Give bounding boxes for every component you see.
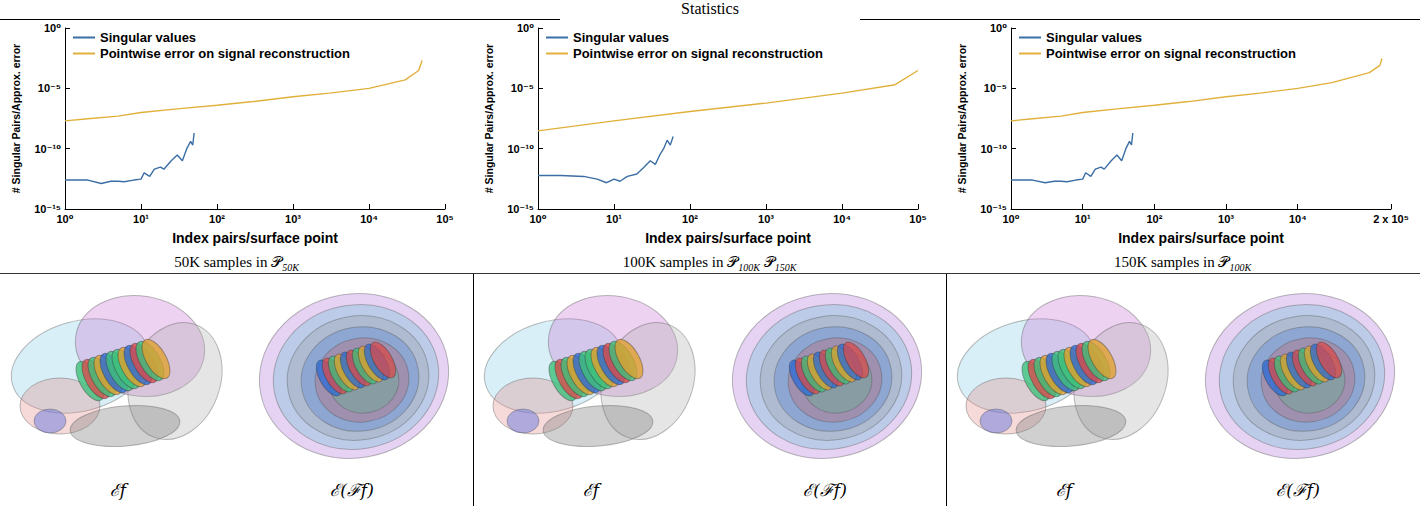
svg-text:10⁻⁵: 10⁻⁵ bbox=[511, 82, 534, 94]
svg-text:2 x 10⁵: 2 x 10⁵ bbox=[1373, 213, 1409, 225]
svg-text:10⁻¹⁰: 10⁻¹⁰ bbox=[980, 143, 1007, 155]
html-text:ℰf: ℰf bbox=[1055, 480, 1073, 500]
svg-text:10⁰: 10⁰ bbox=[1002, 213, 1019, 225]
svg-text:10²: 10² bbox=[1146, 213, 1162, 225]
svg-text:10⁰: 10⁰ bbox=[529, 213, 546, 225]
svg-text:10⁻¹⁵: 10⁻¹⁵ bbox=[507, 203, 534, 215]
svg-text:10⁰: 10⁰ bbox=[44, 22, 61, 34]
svg-text:10⁰: 10⁰ bbox=[990, 22, 1007, 34]
svg-text:10⁴: 10⁴ bbox=[1289, 213, 1307, 225]
svg-text:10⁻⁵: 10⁻⁵ bbox=[984, 82, 1007, 94]
svg-text:Pointwise error on signal reco: Pointwise error on signal reconstruction bbox=[1046, 46, 1296, 61]
svg-text:10²: 10² bbox=[682, 213, 698, 225]
html-text:ℰf: ℰf bbox=[582, 480, 600, 500]
html-text:ℰ(ℱf): ℰ(ℱf) bbox=[330, 480, 374, 500]
svg-text:Pointwise error on signal reco: Pointwise error on signal reconstruction bbox=[100, 46, 350, 61]
svg-text:10¹: 10¹ bbox=[1075, 213, 1091, 225]
svg-text:# Singular Pairs/Approx. error: # Singular Pairs/Approx. error bbox=[483, 44, 495, 193]
svg-text:10²: 10² bbox=[209, 213, 225, 225]
svg-text:Singular values: Singular values bbox=[1046, 30, 1142, 45]
svg-text:10⁰: 10⁰ bbox=[56, 213, 73, 225]
svg-text:Index pairs/surface point: Index pairs/surface point bbox=[645, 230, 811, 246]
svg-text:10⁵: 10⁵ bbox=[909, 213, 926, 225]
html-text:ℰf: ℰf bbox=[109, 480, 127, 500]
svg-text:# Singular Pairs/Approx. error: # Singular Pairs/Approx. error bbox=[10, 44, 22, 193]
svg-text:10³: 10³ bbox=[758, 213, 774, 225]
svg-text:10⁻¹⁰: 10⁻¹⁰ bbox=[507, 143, 534, 155]
html-text:Statistics: Statistics bbox=[681, 0, 739, 17]
svg-text:10⁻¹⁵: 10⁻¹⁵ bbox=[980, 203, 1007, 215]
svg-text:10¹: 10¹ bbox=[606, 213, 622, 225]
svg-text:10³: 10³ bbox=[1218, 213, 1234, 225]
html-text:ℰ(ℱf): ℰ(ℱf) bbox=[803, 480, 847, 500]
html-text:ℰ(ℱf): ℰ(ℱf) bbox=[1276, 480, 1320, 500]
svg-text:10⁴: 10⁴ bbox=[833, 213, 851, 225]
svg-text:Index pairs/surface point: Index pairs/surface point bbox=[172, 230, 338, 246]
svg-text:10⁻⁵: 10⁻⁵ bbox=[38, 82, 61, 94]
svg-text:Index pairs/surface point: Index pairs/surface point bbox=[1118, 230, 1284, 246]
svg-text:Singular values: Singular values bbox=[100, 30, 196, 45]
html-text:150K samples in 𝒫100K: 150K samples in 𝒫100K bbox=[1113, 253, 1252, 273]
svg-text:10⁵: 10⁵ bbox=[436, 213, 453, 225]
svg-text:10⁰: 10⁰ bbox=[517, 22, 534, 34]
svg-text:Pointwise error on signal reco: Pointwise error on signal reconstruction bbox=[573, 46, 823, 61]
html-text:50K samples in 𝒫50K: 50K samples in 𝒫50K bbox=[174, 253, 299, 273]
svg-text:Singular values: Singular values bbox=[573, 30, 669, 45]
svg-text:10⁻¹⁵: 10⁻¹⁵ bbox=[34, 203, 61, 215]
svg-text:# Singular Pairs/Approx. error: # Singular Pairs/Approx. error bbox=[956, 44, 968, 193]
svg-text:10⁻¹⁰: 10⁻¹⁰ bbox=[34, 143, 61, 155]
svg-text:10⁴: 10⁴ bbox=[360, 213, 378, 225]
svg-text:10¹: 10¹ bbox=[133, 213, 149, 225]
svg-text:10³: 10³ bbox=[285, 213, 301, 225]
html-text:100K samples in 𝒫100K 𝒫150K: 100K samples in 𝒫100K 𝒫150K bbox=[622, 253, 797, 273]
